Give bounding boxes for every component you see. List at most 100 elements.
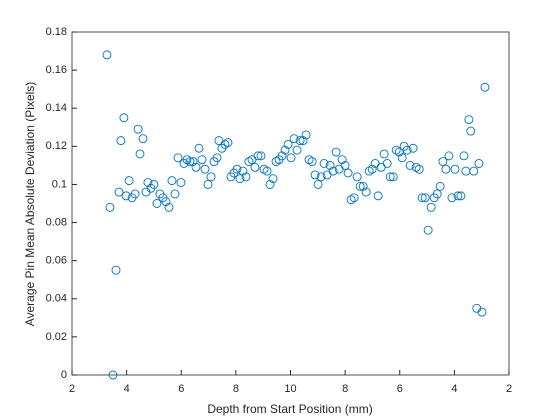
point (450, 164, 460, 174)
point (316, 172, 326, 182)
x-tick-label: 4 (124, 383, 130, 395)
point (108, 370, 118, 380)
point (277, 151, 287, 161)
point (379, 149, 389, 159)
point (405, 160, 415, 170)
point (301, 130, 311, 140)
point (111, 265, 121, 275)
point (188, 157, 198, 167)
point (417, 193, 427, 203)
point (453, 191, 463, 201)
point (133, 124, 143, 134)
point (447, 193, 457, 203)
point (408, 143, 418, 153)
point (295, 136, 305, 146)
point (235, 174, 245, 184)
point (343, 168, 353, 178)
y-tick-label: 0.1 (52, 178, 67, 190)
point (197, 155, 207, 165)
point (200, 164, 210, 174)
point (397, 153, 407, 163)
point (250, 162, 260, 172)
y-tick-label: 0.12 (46, 140, 67, 152)
point (414, 164, 424, 174)
point (472, 303, 482, 313)
point (352, 172, 362, 182)
point (304, 155, 314, 165)
point (340, 160, 350, 170)
x-tick-label: 8 (342, 383, 348, 395)
point (121, 191, 131, 201)
point (191, 162, 201, 172)
point (426, 202, 436, 212)
point (355, 181, 365, 191)
y-tick-label: 0.04 (46, 293, 67, 305)
point (182, 155, 192, 165)
point (286, 153, 296, 163)
point (173, 153, 183, 163)
point (382, 159, 392, 168)
point (238, 166, 248, 176)
point (280, 145, 290, 155)
point (143, 178, 153, 187)
point (138, 134, 148, 144)
point (135, 149, 145, 159)
point (364, 166, 374, 176)
point (214, 136, 224, 146)
point (262, 166, 272, 176)
point (456, 191, 466, 201)
point (167, 176, 177, 186)
point (176, 178, 186, 187)
point (477, 307, 487, 317)
x-tick-label: 8 (233, 383, 239, 395)
point (435, 181, 445, 191)
point (102, 50, 112, 60)
point (432, 189, 442, 199)
x-tick-label: 2 (69, 383, 75, 395)
point (283, 139, 293, 149)
point (223, 138, 233, 147)
x-axis-label: Depth from Start Position (mm) (207, 402, 372, 416)
point (373, 191, 383, 201)
point (220, 139, 230, 149)
x-tick-label: 2 (506, 383, 512, 395)
y-tick-label: 0.02 (46, 331, 67, 343)
x-tick-label: 6 (397, 383, 403, 395)
point (164, 202, 174, 212)
point (464, 115, 474, 125)
point (349, 193, 359, 203)
point (480, 82, 490, 92)
point (411, 162, 421, 172)
point (206, 172, 216, 182)
point (232, 164, 242, 174)
point (307, 157, 317, 167)
point (203, 179, 213, 189)
point (337, 155, 347, 165)
point (361, 187, 371, 197)
point (319, 159, 329, 168)
y-tick-label: 0.08 (46, 216, 67, 228)
point (441, 164, 451, 174)
point (161, 197, 171, 207)
point (194, 143, 204, 153)
point (358, 181, 368, 191)
point (119, 113, 129, 123)
point (385, 172, 395, 182)
point (298, 136, 308, 146)
y-tick-label: 0.16 (46, 64, 67, 76)
point (152, 199, 162, 208)
point (420, 193, 430, 203)
point (149, 179, 159, 189)
y-axis-label: Average Pin Mean Absolute Deviation (Pix… (23, 82, 37, 327)
point (391, 145, 401, 155)
point (105, 202, 115, 212)
point (256, 151, 266, 161)
point (438, 157, 448, 167)
point (130, 189, 140, 199)
y-tick-label: 0.18 (46, 26, 67, 38)
y-tick-label: 0 (61, 369, 67, 381)
plot-box (71, 31, 510, 376)
point (268, 174, 278, 184)
point (241, 172, 251, 182)
